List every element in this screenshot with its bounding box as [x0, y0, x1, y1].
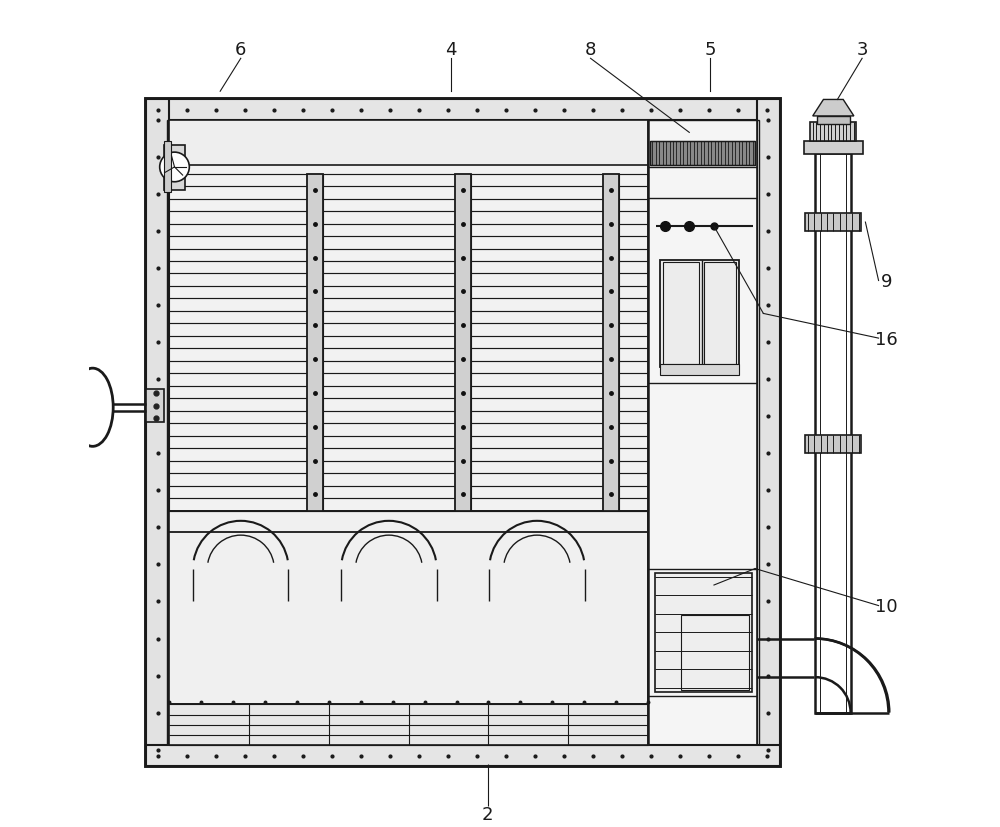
- Bar: [169, 705, 648, 745]
- Bar: [455, 174, 471, 511]
- Bar: [164, 145, 185, 190]
- Ellipse shape: [72, 368, 113, 447]
- Bar: [817, 116, 850, 124]
- Text: 2: 2: [482, 806, 493, 825]
- Bar: [648, 120, 757, 745]
- Bar: [307, 174, 323, 511]
- Text: 9: 9: [881, 273, 893, 291]
- Bar: [146, 99, 780, 120]
- Bar: [169, 120, 648, 165]
- Circle shape: [160, 152, 189, 182]
- Bar: [757, 99, 780, 766]
- Bar: [164, 141, 171, 192]
- Bar: [805, 213, 861, 231]
- Text: 8: 8: [585, 41, 596, 59]
- Bar: [146, 99, 169, 766]
- Bar: [146, 745, 780, 766]
- Bar: [663, 262, 699, 365]
- Text: 10: 10: [875, 598, 898, 616]
- Bar: [146, 99, 780, 766]
- Text: 4: 4: [445, 41, 456, 59]
- Bar: [815, 153, 851, 713]
- Bar: [146, 390, 164, 422]
- Bar: [169, 511, 648, 705]
- Text: 6: 6: [235, 41, 246, 59]
- Bar: [804, 141, 863, 154]
- Text: 3: 3: [856, 41, 868, 59]
- Text: 5: 5: [704, 41, 716, 59]
- Bar: [655, 572, 752, 692]
- Bar: [681, 615, 749, 690]
- Text: 16: 16: [875, 331, 898, 349]
- Bar: [810, 122, 856, 141]
- Bar: [660, 364, 739, 375]
- Bar: [650, 141, 755, 165]
- Polygon shape: [813, 99, 854, 116]
- Bar: [660, 260, 739, 367]
- Bar: [805, 435, 861, 453]
- Bar: [603, 174, 619, 511]
- Bar: [650, 141, 755, 165]
- Bar: [704, 262, 736, 365]
- Bar: [167, 120, 759, 749]
